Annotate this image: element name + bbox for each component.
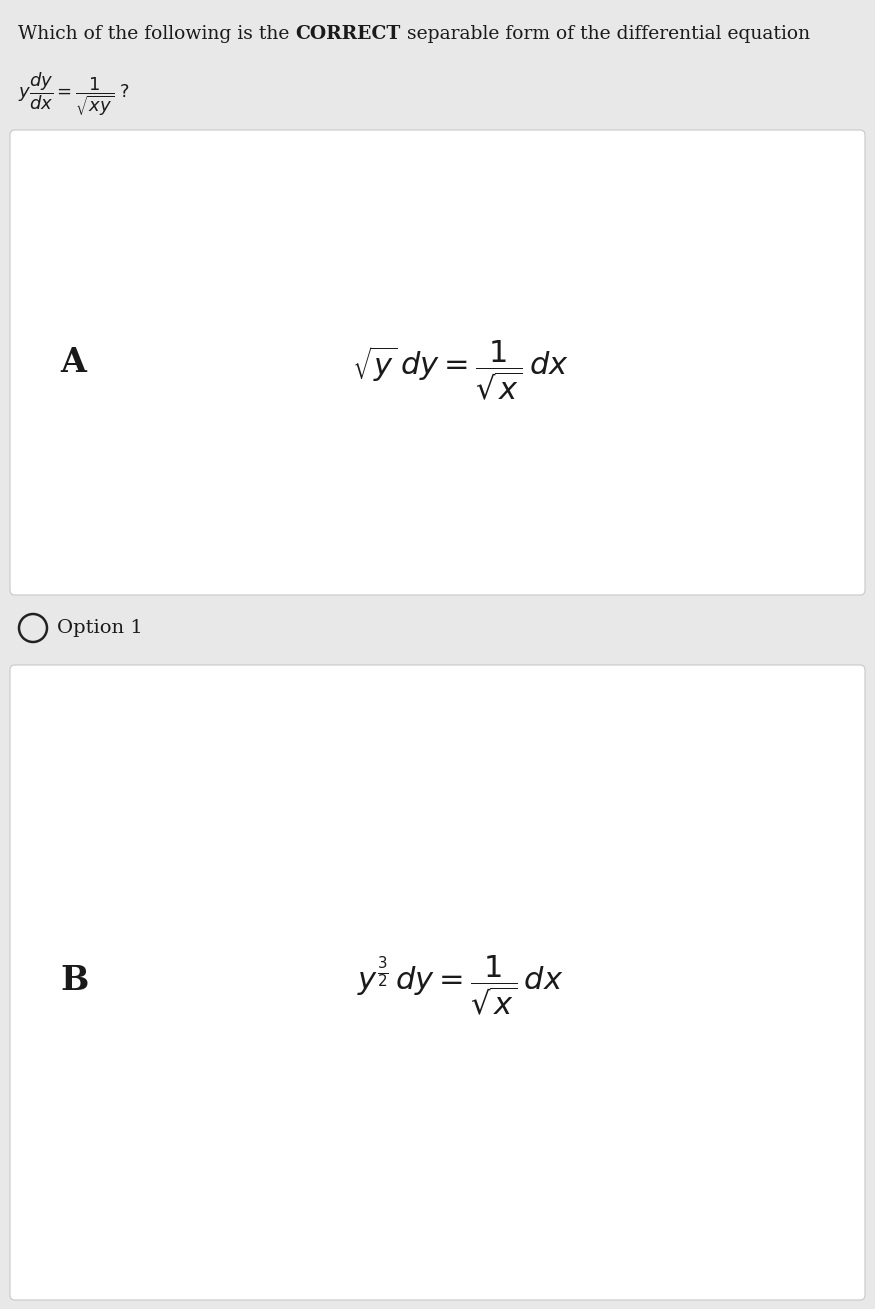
Circle shape <box>19 614 47 641</box>
Text: B: B <box>60 963 88 996</box>
Text: Option 1: Option 1 <box>57 619 143 637</box>
Text: Which of the following is the: Which of the following is the <box>18 25 296 43</box>
Text: CORRECT: CORRECT <box>296 25 401 43</box>
Text: $y^{\frac{3}{2}}\,dy = \dfrac{1}{\sqrt{x}}\,dx$: $y^{\frac{3}{2}}\,dy = \dfrac{1}{\sqrt{x… <box>357 953 564 1017</box>
FancyBboxPatch shape <box>10 130 865 596</box>
FancyBboxPatch shape <box>10 665 865 1300</box>
Text: $\sqrt{y}\,dy = \dfrac{1}{\sqrt{x}}\,dx$: $\sqrt{y}\,dy = \dfrac{1}{\sqrt{x}}\,dx$ <box>352 338 569 402</box>
Text: $y\dfrac{dy}{dx} = \dfrac{1}{\sqrt{xy}}\;?$: $y\dfrac{dy}{dx} = \dfrac{1}{\sqrt{xy}}\… <box>18 69 130 118</box>
Text: A: A <box>60 346 86 378</box>
Text: separable form of the differential equation: separable form of the differential equat… <box>401 25 810 43</box>
